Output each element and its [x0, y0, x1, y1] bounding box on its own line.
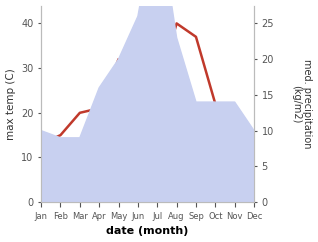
Y-axis label: med. precipitation
(kg/m2): med. precipitation (kg/m2) — [291, 59, 313, 149]
X-axis label: date (month): date (month) — [107, 227, 189, 236]
Y-axis label: max temp (C): max temp (C) — [5, 68, 16, 140]
